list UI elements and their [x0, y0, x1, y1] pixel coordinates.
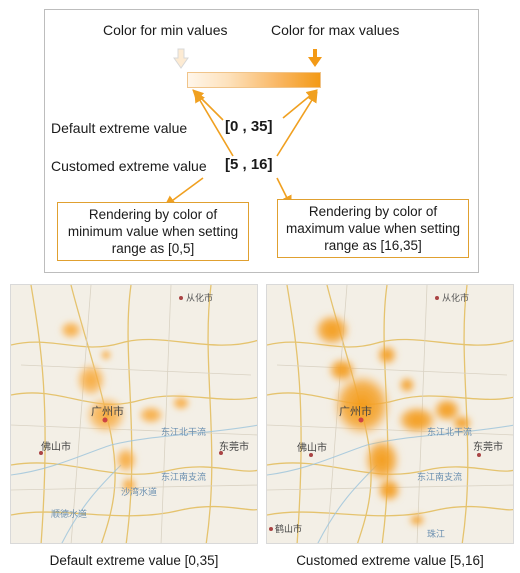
- custom-extreme-label: Customed extreme value: [51, 158, 207, 174]
- place-dongguan: 东莞市: [219, 440, 249, 453]
- max-pointer-icon: [308, 49, 322, 67]
- place-zhujiang-right: 珠江: [427, 528, 445, 540]
- place-dongjiang-south: 东江南支流: [161, 471, 206, 483]
- heatmap-custom-canvas: 从化市 广州市 佛山市 东莞市 东江北干流 东江南支流 鹤山市 珠江: [267, 285, 513, 543]
- place-conghua-right: 从化市: [442, 292, 469, 304]
- max-color-label: Color for max values: [271, 22, 400, 38]
- place-dongjiang-north: 东江北干流: [161, 426, 206, 438]
- place-dongjiang-north-right: 东江北干流: [427, 426, 472, 438]
- place-foshan-right: 佛山市: [297, 441, 327, 454]
- place-guangzhou: 广州市: [91, 404, 124, 418]
- default-range-value: [0 , 35]: [225, 118, 273, 135]
- legend-panel: Color for min values Color for max value…: [44, 9, 479, 273]
- place-dongjiang-south-right: 东江南支流: [417, 471, 462, 483]
- place-heshan-right: 鹤山市: [275, 523, 302, 535]
- right-caption: Customed extreme value [5,16]: [296, 553, 484, 568]
- left-caption: Default extreme value [0,35]: [49, 553, 219, 568]
- place-dongguan-right: 东莞市: [473, 440, 503, 453]
- min-pointer-icon: [173, 48, 189, 69]
- place-guangzhou-right: 广州市: [339, 404, 372, 418]
- default-extreme-label: Default extreme value: [51, 120, 188, 136]
- place-foshan: 佛山市: [41, 440, 71, 453]
- place-conghua: 从化市: [186, 292, 213, 304]
- min-color-label: Color for min values: [103, 22, 228, 38]
- max-color-note: Rendering by color of maximum value when…: [277, 199, 469, 258]
- heatmap-default-canvas: 从化市 广州市 佛山市 东莞市 东江北干流 东江南支流 沙湾水道 顺德水道: [11, 285, 257, 543]
- place-shunde: 顺德水道: [51, 508, 87, 520]
- color-gradient-bar: [187, 72, 321, 88]
- heatmap-default: 从化市 广州市 佛山市 东莞市 东江北干流 东江南支流 沙湾水道 顺德水道: [10, 284, 258, 544]
- custom-range-value: [5 , 16]: [225, 156, 273, 173]
- min-color-note: Rendering by color of minimum value when…: [57, 202, 249, 261]
- heatmap-custom: 从化市 广州市 佛山市 东莞市 东江北干流 东江南支流 鹤山市 珠江: [266, 284, 514, 544]
- place-shayong: 沙湾水道: [121, 486, 157, 498]
